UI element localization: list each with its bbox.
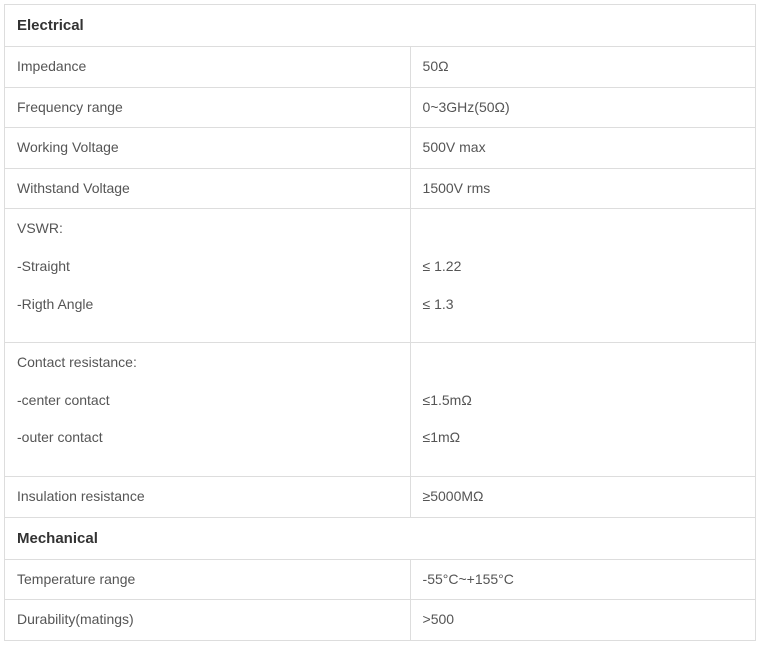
spec-value: 500V max (410, 128, 755, 169)
vswr-rightangle-value: ≤ 1.3 (423, 295, 743, 315)
spec-value: 1500V rms (410, 168, 755, 209)
table-row: Temperature range -55°C~+155°C (5, 559, 756, 600)
spec-label: Withstand Voltage (5, 168, 411, 209)
spec-label-group: VSWR: -Straight -Rigth Angle (5, 209, 411, 343)
spec-label-group: Contact resistance: -center contact -out… (5, 343, 411, 477)
section-header-mechanical: Mechanical (5, 517, 756, 559)
spec-value: 50Ω (410, 47, 755, 88)
vswr-straight-value: ≤ 1.22 (423, 257, 743, 277)
contact-outer-label: -outer contact (17, 428, 398, 448)
spec-label: Insulation resistance (5, 476, 411, 517)
vswr-header: VSWR: (17, 219, 398, 239)
spec-label: Working Voltage (5, 128, 411, 169)
spec-value-group: ≤ 1.22 ≤ 1.3 (410, 209, 755, 343)
table-row-contact-resistance: Contact resistance: -center contact -out… (5, 343, 756, 477)
vswr-rightangle-label: -Rigth Angle (17, 295, 398, 315)
spec-value: >500 (410, 600, 755, 641)
spec-value: -55°C~+155°C (410, 559, 755, 600)
spec-label: Temperature range (5, 559, 411, 600)
table-row: Frequency range 0~3GHz(50Ω) (5, 87, 756, 128)
table-row: Durability(matings) >500 (5, 600, 756, 641)
spec-value-group: ≤1.5mΩ ≤1mΩ (410, 343, 755, 477)
spec-label: Impedance (5, 47, 411, 88)
spec-table: Electrical Impedance 50Ω Frequency range… (4, 4, 756, 641)
contact-res-header: Contact resistance: (17, 353, 398, 373)
spec-label: Frequency range (5, 87, 411, 128)
table-row: Insulation resistance ≥5000MΩ (5, 476, 756, 517)
contact-center-label: -center contact (17, 391, 398, 411)
contact-outer-value: ≤1mΩ (423, 428, 743, 448)
contact-center-value: ≤1.5mΩ (423, 391, 743, 411)
vswr-straight-label: -Straight (17, 257, 398, 277)
spec-value: 0~3GHz(50Ω) (410, 87, 755, 128)
table-row-vswr: VSWR: -Straight -Rigth Angle ≤ 1.22 ≤ 1.… (5, 209, 756, 343)
section-header-electrical: Electrical (5, 5, 756, 47)
table-row: Impedance 50Ω (5, 47, 756, 88)
spec-label: Durability(matings) (5, 600, 411, 641)
table-row: Withstand Voltage 1500V rms (5, 168, 756, 209)
table-row: Working Voltage 500V max (5, 128, 756, 169)
spec-value: ≥5000MΩ (410, 476, 755, 517)
